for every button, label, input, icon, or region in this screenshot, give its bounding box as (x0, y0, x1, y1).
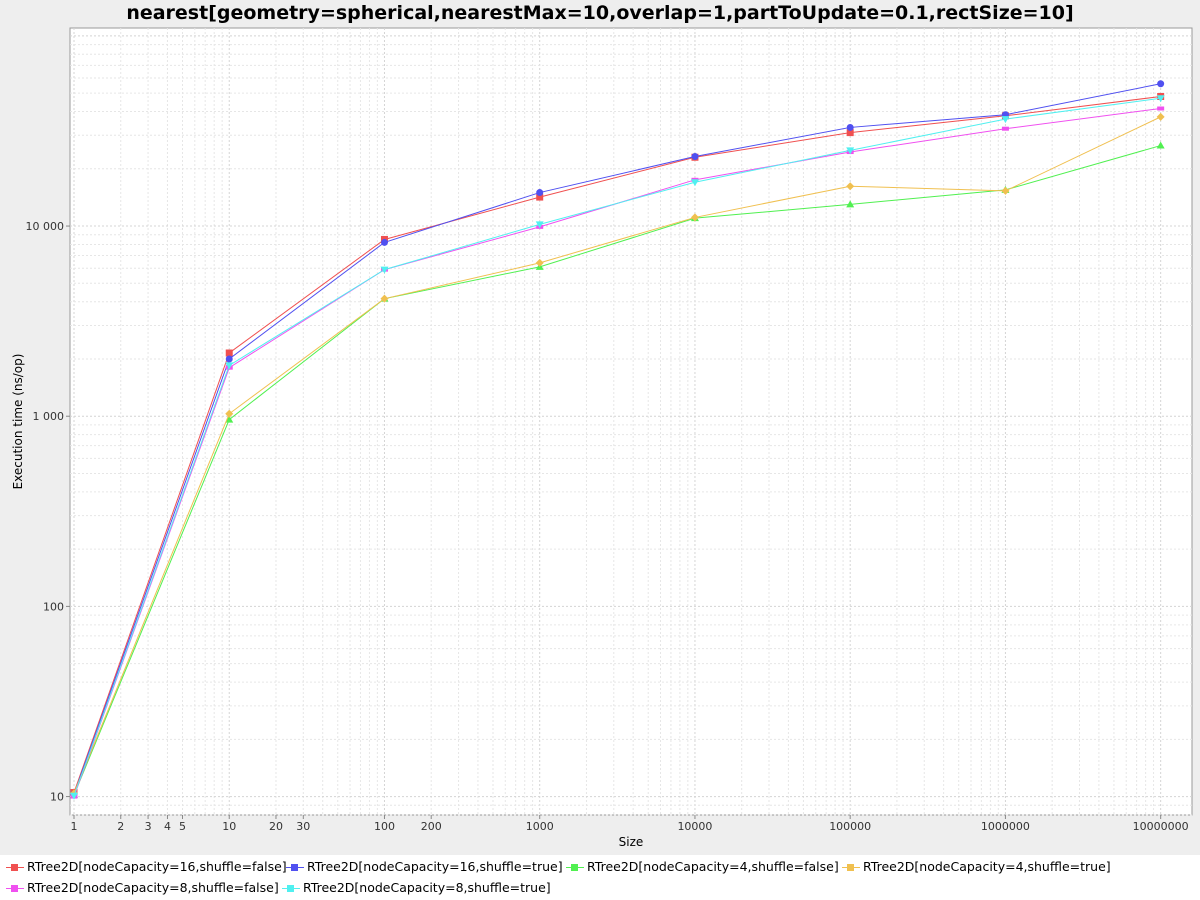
data-point (846, 147, 855, 155)
legend-swatch (842, 863, 860, 872)
legend-label: RTree2D[nodeCapacity=16,shuffle=true] (307, 859, 563, 874)
legend-label: RTree2D[nodeCapacity=16,shuffle=false] (27, 859, 287, 874)
data-point (1156, 95, 1165, 103)
data-point (691, 153, 699, 161)
legend-swatch (566, 863, 584, 872)
legend-item: RTree2D[nodeCapacity=8,shuffle=true] (282, 880, 551, 896)
x-tick-label: 20 (269, 820, 283, 833)
legend-item: RTree2D[nodeCapacity=4,shuffle=false] (566, 859, 839, 875)
legend-swatch (6, 863, 24, 872)
data-point (535, 258, 544, 267)
data-point (380, 238, 388, 246)
data-point (225, 415, 234, 423)
series-6 (70, 95, 1165, 800)
data-point (380, 266, 389, 274)
data-point (1156, 112, 1165, 121)
legend-item: RTree2D[nodeCapacity=8,shuffle=false] (6, 880, 279, 896)
legend-item: RTree2D[nodeCapacity=16,shuffle=true] (286, 859, 563, 875)
y-tick-label: 1 000 (33, 410, 65, 423)
data-point (380, 294, 389, 303)
data-point (536, 189, 544, 197)
y-tick-label: 100 (43, 600, 64, 613)
x-tick-label: 2 (117, 820, 124, 833)
x-tick-label: 10000 (677, 820, 712, 833)
data-point (70, 792, 78, 800)
legend-swatch (286, 863, 304, 872)
x-axis-title: Size (619, 835, 644, 849)
data-point (846, 123, 854, 131)
data-point (846, 182, 855, 191)
series-line (73, 97, 1161, 796)
series-line (73, 116, 1161, 794)
data-point (225, 349, 233, 357)
x-tick-label: 200 (421, 820, 442, 833)
legend-item: RTree2D[nodeCapacity=16,shuffle=false] (6, 859, 287, 875)
series-line (73, 145, 1161, 796)
series-line (73, 95, 1161, 793)
x-tick-label: 3 (145, 820, 152, 833)
data-point (1001, 126, 1009, 131)
x-tick-label: 100 (374, 820, 395, 833)
data-point (1156, 141, 1165, 149)
data-point (846, 200, 855, 208)
x-tick-label: 5 (179, 820, 186, 833)
plot-area (69, 27, 1193, 816)
x-tick-label: 1000000 (981, 820, 1030, 833)
data-point (1157, 106, 1165, 111)
data-point (690, 213, 699, 222)
x-tick-label: 1 (71, 820, 78, 833)
y-axis-title: Execution time (ns/op) (11, 354, 25, 490)
y-tick-label: 10 000 (26, 220, 65, 233)
legend-swatch (282, 884, 300, 893)
x-tick-label: 1000 (526, 820, 554, 833)
legend-label: RTree2D[nodeCapacity=4,shuffle=true] (863, 859, 1111, 874)
legend-label: RTree2D[nodeCapacity=8,shuffle=true] (303, 880, 551, 895)
axes: 1 2 3 4 5 10 20 30 100 200 1000 10000 100000 1000000 1… (26, 220, 1189, 833)
legend-label: RTree2D[nodeCapacity=4,shuffle=false] (587, 859, 839, 874)
grid-lines (70, 28, 1192, 816)
x-tick-label: 10000000 (1133, 820, 1189, 833)
chart-title: nearest[geometry=spherical,nearestMax=10… (126, 2, 1074, 24)
series-layer (70, 80, 1165, 800)
legend-item: RTree2D[nodeCapacity=4,shuffle=true] (842, 859, 1111, 875)
data-point (690, 179, 699, 187)
data-point (535, 221, 544, 229)
chart-plot: 1 2 3 4 5 10 20 30 100 200 1000 10000 100000 1000000 1… (11, 27, 1193, 849)
x-tick-label: 100000 (829, 820, 871, 833)
series-line (73, 83, 1161, 795)
y-tick-label: 10 (50, 791, 64, 804)
data-point (536, 193, 544, 201)
data-point (1001, 116, 1010, 124)
data-point (225, 355, 233, 363)
x-tick-label: 30 (296, 820, 310, 833)
data-point (225, 409, 234, 418)
x-tick-label: 10 (222, 820, 236, 833)
legend-swatch (6, 884, 24, 893)
data-point (1157, 80, 1165, 88)
legend: RTree2D[nodeCapacity=16,shuffle=false] RT… (0, 855, 1200, 900)
data-point (225, 362, 234, 370)
data-point (846, 129, 854, 137)
x-tick-label: 4 (164, 820, 171, 833)
legend-label: RTree2D[nodeCapacity=8,shuffle=false] (27, 880, 279, 895)
data-point (1001, 186, 1010, 195)
